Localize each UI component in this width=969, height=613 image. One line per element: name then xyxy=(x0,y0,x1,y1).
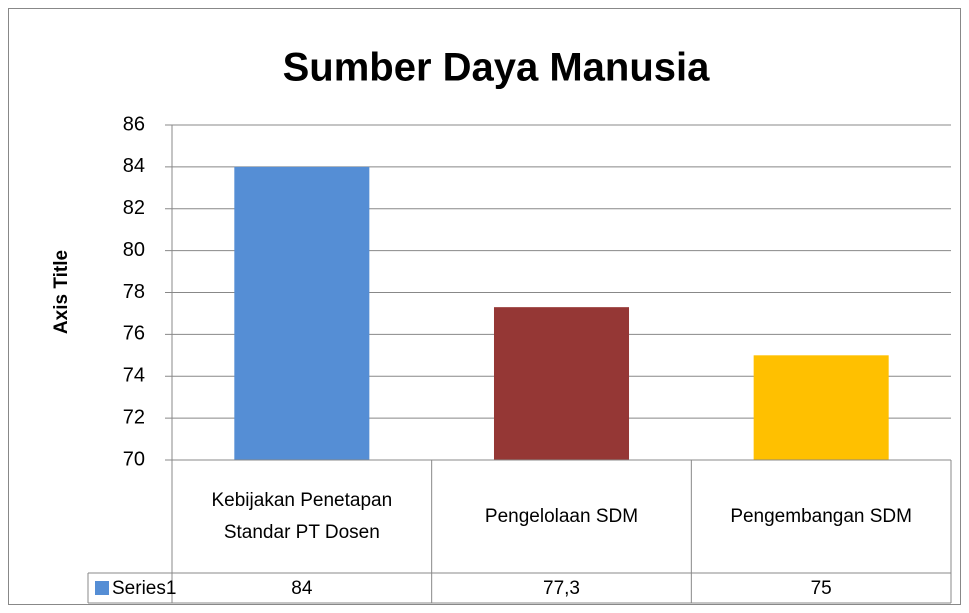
data-table-value: 77,3 xyxy=(543,578,580,599)
x-tick-label-text: Pengelolaan SDM xyxy=(484,505,639,527)
y-tick-label: 86 xyxy=(123,113,145,135)
chart-title: Sumber Daya Manusia xyxy=(283,46,711,90)
x-tick-label: Pengembangan SDM xyxy=(691,460,951,573)
bar xyxy=(753,355,889,460)
legend-key xyxy=(95,581,109,595)
legend-label: Series1 xyxy=(112,578,176,599)
data-table-value: 75 xyxy=(811,578,832,599)
chart-border xyxy=(8,8,961,605)
y-tick-label: 76 xyxy=(123,323,145,345)
x-tick-label-box: Kebijakan Penetapan Standar PT Dosen xyxy=(172,460,432,573)
y-tick-label: 78 xyxy=(123,281,145,303)
y-axis-title: Axis Title xyxy=(51,250,72,334)
y-tick-label: 72 xyxy=(123,406,145,428)
bar xyxy=(234,166,370,460)
x-tick-label: Pengelolaan SDM xyxy=(432,460,692,573)
y-tick-label: 70 xyxy=(123,448,145,470)
x-tick-label-text: Kebijakan Penetapan Standar PT Dosen xyxy=(211,489,393,543)
x-tick-label-box: Pengembangan SDM xyxy=(691,460,951,573)
x-tick-label-box: Pengelolaan SDM xyxy=(432,460,692,573)
bar xyxy=(493,307,630,460)
y-tick-label: 74 xyxy=(123,365,145,387)
y-tick-label: 84 xyxy=(123,155,145,177)
data-table-value: 84 xyxy=(291,578,313,599)
y-tick-label: 80 xyxy=(123,239,145,261)
x-tick-label: Kebijakan Penetapan Standar PT Dosen xyxy=(172,460,432,573)
x-tick-label-text: Pengembangan SDM xyxy=(730,505,912,527)
y-tick-label: 82 xyxy=(123,197,145,219)
